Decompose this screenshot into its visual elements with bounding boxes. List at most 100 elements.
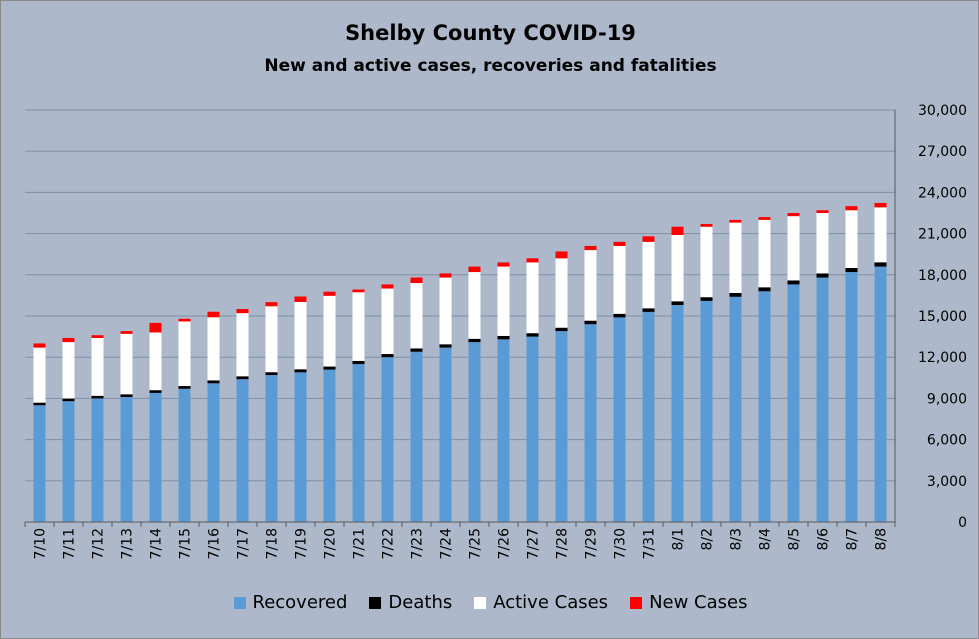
x-tick-label: 7/19	[294, 528, 310, 559]
bar-segment-active-cases	[120, 333, 133, 395]
bar-segment-deaths	[323, 366, 336, 370]
bar-segment-recovered	[526, 336, 539, 522]
x-tick-label: 7/26	[497, 528, 513, 560]
y-tick-label: 18,000	[918, 268, 967, 284]
bar-segment-recovered	[671, 305, 684, 522]
bar-segment-recovered	[178, 388, 191, 522]
x-tick-label: 7/12	[91, 528, 107, 559]
bar-segment-active-cases	[62, 342, 75, 399]
bar-segment-active-cases	[410, 283, 423, 349]
legend-item-new-cases: New Cases	[630, 592, 748, 613]
x-tick-label: 8/1	[671, 528, 687, 551]
bar-segment-recovered	[120, 397, 133, 522]
bar-segment-active-cases	[874, 207, 887, 263]
bar-segment-deaths	[758, 287, 771, 292]
x-tick-label: 8/2	[700, 528, 716, 551]
y-tick-label: 12,000	[918, 350, 967, 366]
bar-segment-active-cases	[555, 258, 568, 328]
bar-segment-active-cases	[439, 277, 452, 345]
bar-segment-recovered	[352, 364, 365, 522]
bar-segment-new-cases	[642, 236, 655, 242]
x-tick-label: 8/8	[874, 528, 890, 551]
bar-segment-active-cases	[323, 295, 336, 367]
y-tick-label: 21,000	[918, 227, 967, 243]
bar-segment-deaths	[120, 394, 133, 398]
bar-segment-active-cases	[787, 216, 800, 281]
bar-segment-new-cases	[323, 291, 336, 296]
legend-swatch-new-cases	[630, 596, 643, 609]
bar-segment-active-cases	[671, 234, 684, 302]
bar-segment-new-cases	[439, 273, 452, 278]
bar-segment-new-cases	[816, 210, 829, 213]
bar-segment-deaths	[62, 398, 75, 402]
bar-segment-recovered	[555, 331, 568, 522]
x-tick-label: 7/16	[207, 528, 223, 560]
bar-segment-new-cases	[700, 223, 713, 227]
bar-segment-recovered	[816, 277, 829, 522]
bar-segment-deaths	[149, 390, 162, 393]
bar-segment-active-cases	[497, 266, 510, 336]
bar-segment-recovered	[729, 296, 742, 522]
bar-segment-new-cases	[294, 296, 307, 302]
bar-segment-new-cases	[91, 335, 104, 338]
bar-segment-recovered	[439, 347, 452, 522]
bar-segment-recovered	[381, 357, 394, 522]
bar-segment-recovered	[700, 300, 713, 522]
bar-segment-deaths	[671, 301, 684, 306]
bar-segment-new-cases	[236, 308, 249, 314]
bar-segment-new-cases	[120, 331, 133, 334]
x-tick-label: 8/7	[845, 528, 861, 551]
legend-label-recovered: Recovered	[252, 592, 348, 613]
bar-segment-deaths	[439, 344, 452, 348]
bar-segment-new-cases	[758, 217, 771, 220]
bar-segment-recovered	[33, 405, 46, 522]
chart-plot: 0 3,000 6,000 9,000 12,000 15,000 18,000 21,000…	[24, 103, 967, 560]
bar-segment-recovered	[613, 317, 626, 522]
bar-segment-new-cases	[787, 213, 800, 217]
y-tick-label: 27,000	[918, 144, 967, 160]
bar-segment-active-cases	[613, 245, 626, 314]
x-tick-label: 7/18	[265, 528, 281, 559]
bar-segment-recovered	[323, 369, 336, 522]
bar-segment-new-cases	[555, 251, 568, 259]
x-tick-label: 7/25	[468, 528, 484, 559]
bar-segment-deaths	[816, 273, 829, 278]
bar-segment-deaths	[700, 297, 713, 301]
bar-segment-deaths	[410, 348, 423, 352]
x-tick-label: 7/28	[555, 528, 571, 559]
bar-segment-active-cases	[845, 210, 858, 268]
bar-segment-recovered	[207, 383, 220, 522]
bar-segment-recovered	[468, 342, 481, 522]
bar-segment-new-cases	[381, 284, 394, 289]
bar-segment-active-cases	[584, 250, 597, 321]
bar-segment-new-cases	[62, 337, 75, 343]
chart-subtitle: New and active cases, recoveries and fat…	[264, 56, 717, 76]
chart-legend: Recovered Deaths Active Cases New Cases	[1, 592, 979, 613]
bar-segment-deaths	[874, 262, 887, 267]
bar-segment-recovered	[787, 284, 800, 522]
bar-segment-deaths	[729, 292, 742, 297]
legend-item-recovered: Recovered	[233, 592, 348, 613]
bar-segment-deaths	[207, 380, 220, 384]
x-tick-label: 7/15	[178, 528, 194, 559]
bar-segment-deaths	[497, 335, 510, 340]
y-tick-label: 15,000	[918, 309, 967, 325]
bar-segment-new-cases	[729, 219, 742, 223]
bar-segment-deaths	[613, 313, 626, 318]
bar-segment-active-cases	[526, 262, 539, 334]
bar-segment-active-cases	[265, 306, 278, 373]
bar-segment-new-cases	[149, 322, 162, 333]
legend-label-active-cases: Active Cases	[493, 592, 609, 613]
bar-segment-active-cases	[207, 317, 220, 381]
x-tick-label: 7/30	[613, 528, 629, 559]
bar-segment-new-cases	[410, 277, 423, 284]
y-tick-label: 30,000	[918, 103, 967, 119]
bar-segment-new-cases	[352, 289, 365, 293]
bar-segment-new-cases	[584, 245, 597, 251]
x-tick-label: 8/6	[816, 528, 832, 551]
y-tick-label: 6,000	[927, 433, 967, 449]
bar-segment-deaths	[33, 402, 46, 406]
x-tick-label: 7/14	[149, 528, 165, 560]
bar-segment-new-cases	[526, 258, 539, 263]
x-tick-label: 8/5	[787, 528, 803, 551]
